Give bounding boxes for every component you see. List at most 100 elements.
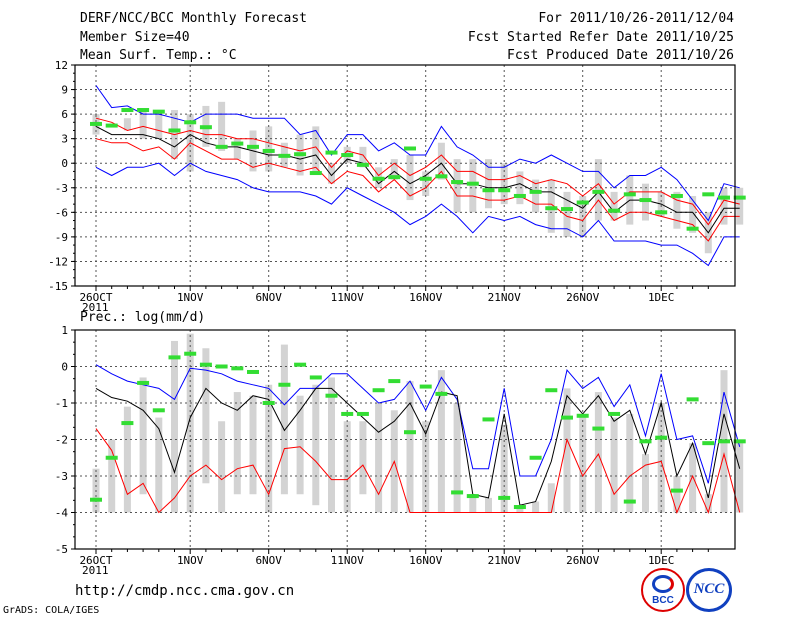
p2-ensemble-box-23 [453, 403, 461, 513]
p1-observed-marker-12 [278, 153, 291, 158]
p2-ensemble-box-39 [704, 494, 712, 513]
p2-ensemble-box-31 [579, 413, 587, 513]
p2-ensemble-box-6 [186, 333, 194, 513]
p1-ensemble-box-38 [689, 195, 697, 233]
p1-observed-marker-24 [466, 181, 479, 186]
p1-x-tick-label-0: 26OCT [79, 291, 112, 304]
p1-observed-marker-13 [294, 152, 307, 157]
p1-ensemble-box-41 [736, 187, 744, 225]
forecast-produced-date: Fcst Produced Date 2011/10/26 [507, 48, 734, 63]
p1-ensemble-box-19 [390, 159, 398, 180]
p1-observed-marker-38 [686, 226, 699, 231]
p1-x-tick-label-2: 6NOV [255, 291, 282, 304]
p1-observed-marker-33 [608, 208, 621, 213]
p1-observed-marker-41 [733, 195, 746, 200]
p1-ensemble-box-15 [328, 163, 335, 184]
p1-ensemble-box-23 [453, 159, 461, 213]
p2-observed-marker-18 [372, 388, 385, 393]
ncc-logo: NCC [686, 568, 732, 612]
p1-observed-marker-23 [451, 180, 464, 185]
p1-ensemble-box-3 [139, 110, 147, 139]
p2-observed-marker-3 [137, 380, 150, 385]
p1-observed-marker-9 [231, 141, 244, 146]
p1-observed-marker-27 [513, 193, 526, 198]
p2-observed-marker-22 [435, 391, 448, 396]
p2-ensemble-box-28 [532, 501, 540, 513]
p1-observed-marker-29 [545, 206, 558, 211]
p1-observed-marker-28 [529, 189, 542, 194]
p2-observed-marker-12 [278, 382, 291, 387]
p1-ensemble-box-24 [469, 159, 477, 213]
p1-x-tick-label-4: 16NOV [409, 291, 442, 304]
p2-observed-marker-37 [670, 488, 683, 493]
p1-ensemble-box-20 [406, 155, 414, 201]
p1-ensemble-box-33 [610, 191, 618, 221]
p2-observed-marker-24 [466, 494, 479, 499]
p1-x-tick-label-1: 1NOV [177, 291, 204, 304]
p2-observed-marker-23 [451, 490, 464, 495]
p2-observed-marker-36 [655, 435, 668, 440]
p2-ensemble-box-26 [500, 424, 508, 513]
p1-observed-marker-8 [215, 144, 228, 149]
p2-x-tick-label-0: 26OCT [79, 554, 112, 567]
p1-observed-marker-6 [184, 120, 197, 125]
p2-observed-marker-19 [388, 379, 401, 384]
p2-x-tick-label-6: 26NOV [566, 554, 599, 567]
p1-year-label: 2011 [82, 301, 109, 314]
p1-ensemble-box-8 [218, 101, 226, 151]
p1-y-tick-label-0: 12 [55, 59, 68, 72]
p2-observed-marker-15 [325, 393, 338, 398]
p1-observed-marker-19 [388, 175, 401, 180]
p2-observed-marker-0 [90, 497, 102, 502]
p2-ensemble-box-24 [469, 494, 477, 513]
source-url[interactable]: http://cmdp.ncc.cma.gov.cn [75, 583, 295, 599]
p2-ensemble-box-9 [233, 392, 241, 495]
p1-observed-marker-0 [90, 121, 102, 126]
p2-y-tick-label-5: -4 [55, 507, 69, 520]
p2-observed-marker-34 [623, 499, 636, 504]
p1-mean-series-line [95, 125, 740, 234]
p2-observed-marker-29 [545, 388, 558, 393]
ncc-logo-text: NCC [693, 581, 725, 597]
p1-observed-marker-31 [576, 200, 589, 205]
p2-ensemble-box-15 [328, 377, 335, 513]
p1-observed-marker-4 [152, 109, 165, 114]
p1-observed-marker-35 [639, 198, 652, 203]
member-size: Member Size=40 [80, 30, 190, 45]
p1-min-series-line [95, 162, 740, 267]
p2-observed-marker-1 [105, 455, 118, 460]
p2-observed-marker-28 [529, 455, 542, 460]
p2-x-tick-label-1: 1NOV [177, 554, 204, 567]
p1-observed-marker-34 [623, 192, 636, 197]
p1-ensemble-box-11 [265, 126, 273, 172]
p2-ensemble-box-29 [547, 483, 555, 513]
p1-observed-marker-2 [121, 108, 134, 113]
p1-ensemble-box-25 [485, 159, 492, 209]
p1-observed-marker-16 [341, 153, 354, 158]
p1-observed-marker-36 [655, 210, 668, 215]
p1-x-tick-label-5: 21NOV [488, 291, 521, 304]
p1-ensemble-box-32 [594, 159, 602, 221]
p2-observed-marker-33 [608, 411, 621, 416]
p1-observed-marker-22 [435, 174, 448, 179]
p1-ensemble-box-27 [516, 171, 524, 205]
p2-observed-marker-26 [498, 495, 511, 500]
p2-ensemble-box-4 [155, 417, 163, 513]
p1-ensemble-box-35 [642, 183, 649, 221]
p2-ensemble-box-22 [437, 370, 445, 513]
p1-x-tick-label-3: 11NOV [331, 291, 364, 304]
p1-observed-marker-30 [561, 207, 573, 212]
p1-observed-marker-18 [372, 176, 385, 181]
p1-observed-marker-17 [356, 162, 369, 167]
p2-observed-marker-11 [262, 401, 275, 405]
p1-y-tick-label-9: -15 [48, 280, 68, 293]
p2-observed-marker-16 [341, 411, 354, 416]
p2-ensemble-box-14 [312, 384, 320, 506]
p1-ensemble-box-26 [500, 163, 508, 205]
p1-ensemble-box-22 [437, 142, 445, 180]
p2-observed-marker-41 [733, 439, 746, 444]
p2-observed-marker-38 [686, 397, 699, 402]
p2-y-tick-label-2: -1 [55, 397, 68, 410]
p1-observed-marker-11 [262, 148, 275, 153]
